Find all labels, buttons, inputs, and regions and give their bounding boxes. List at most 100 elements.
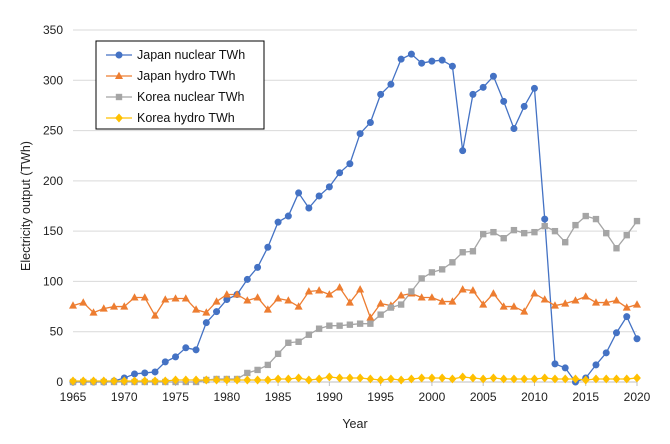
data-point (254, 366, 261, 374)
data-point (243, 275, 251, 283)
data-point (458, 372, 467, 382)
data-point (263, 375, 272, 385)
data-point (520, 307, 529, 315)
y-tick-label: 0 (56, 375, 63, 389)
data-point (510, 125, 518, 133)
data-point (500, 235, 507, 242)
y-tick-label: 50 (50, 325, 64, 339)
data-point (613, 245, 620, 252)
data-point (449, 259, 456, 266)
data-point (417, 293, 426, 301)
data-point (582, 212, 589, 220)
data-point (520, 102, 528, 110)
data-point (407, 50, 415, 58)
data-point (222, 290, 231, 298)
data-point (244, 369, 251, 377)
data-point (171, 294, 180, 302)
data-point (438, 266, 446, 273)
y-tick-label: 200 (43, 174, 63, 188)
data-point (633, 217, 641, 225)
data-point (489, 72, 497, 80)
data-point (612, 374, 621, 384)
data-point (521, 229, 528, 237)
data-point (274, 218, 282, 226)
data-point (130, 293, 139, 301)
data-point (192, 375, 200, 385)
data-point (622, 374, 631, 384)
legend-swatch-korea-hydro (106, 113, 132, 123)
data-point (345, 298, 354, 306)
data-point (551, 374, 559, 384)
legend-swatch-japan-nuclear (106, 51, 132, 59)
data-point (427, 373, 436, 383)
x-tick-label: 2005 (470, 390, 497, 404)
legend-entry: Japan nuclear TWh (106, 48, 245, 62)
data-point (407, 374, 416, 384)
data-point (468, 286, 477, 294)
data-point (99, 304, 108, 312)
data-point (335, 373, 344, 383)
data-point (489, 373, 498, 383)
data-point (428, 269, 436, 276)
data-point (510, 226, 518, 234)
y-tick-label: 300 (43, 73, 63, 87)
data-point (181, 375, 190, 385)
data-point (438, 297, 447, 305)
data-point (151, 368, 159, 376)
data-point (632, 300, 642, 308)
data-point (295, 189, 303, 197)
data-point (346, 321, 354, 328)
data-point (366, 313, 375, 321)
legend: Japan nuclear TWh Japan hydro TWh Korea … (95, 40, 265, 130)
data-point (315, 374, 324, 384)
data-point (603, 229, 610, 237)
data-point (417, 373, 426, 383)
data-point (284, 212, 292, 220)
data-point (274, 374, 283, 384)
y-tick-label: 100 (43, 274, 63, 288)
data-point (356, 320, 364, 327)
legend-entry: Korea hydro TWh (106, 111, 235, 125)
data-point (130, 376, 139, 386)
legend-marker (115, 51, 123, 59)
data-point (315, 325, 323, 332)
data-point (540, 295, 549, 303)
series-line-japan-hydro-twh (72, 286, 638, 319)
data-point (562, 239, 569, 246)
data-point (438, 56, 446, 64)
data-point (304, 375, 313, 385)
x-tick-label: 2000 (419, 390, 446, 404)
data-point (499, 302, 508, 310)
data-point (294, 373, 303, 383)
data-point (284, 296, 293, 304)
x-tick-label: 1975 (162, 390, 189, 404)
data-point (326, 322, 333, 329)
data-point (551, 360, 559, 368)
data-point (469, 373, 477, 383)
data-point (356, 130, 364, 138)
data-point (335, 283, 344, 291)
x-tick-label: 1990 (316, 390, 343, 404)
data-point (356, 285, 365, 293)
data-point (366, 119, 374, 127)
x-tick-label: 2020 (624, 390, 651, 404)
data-point (490, 228, 497, 236)
data-point (592, 215, 600, 223)
data-point (509, 302, 518, 310)
data-point (315, 286, 324, 294)
legend-entry: Japan hydro TWh (106, 69, 235, 83)
data-point (305, 204, 313, 212)
tick-labels: 0 50 100 150 200 250 300 350 1965 1970 1975 1980 198… (43, 23, 651, 404)
data-point (531, 228, 538, 236)
data-point (294, 302, 303, 310)
data-point (233, 290, 242, 298)
data-point (479, 374, 488, 384)
legend-swatch-korea-nuclear (106, 93, 132, 101)
legend-marker (115, 93, 123, 101)
data-point (79, 376, 88, 386)
data-point (499, 374, 508, 384)
series-markers (68, 50, 642, 386)
data-point (305, 331, 313, 338)
data-point (345, 373, 354, 383)
data-point (530, 374, 539, 384)
